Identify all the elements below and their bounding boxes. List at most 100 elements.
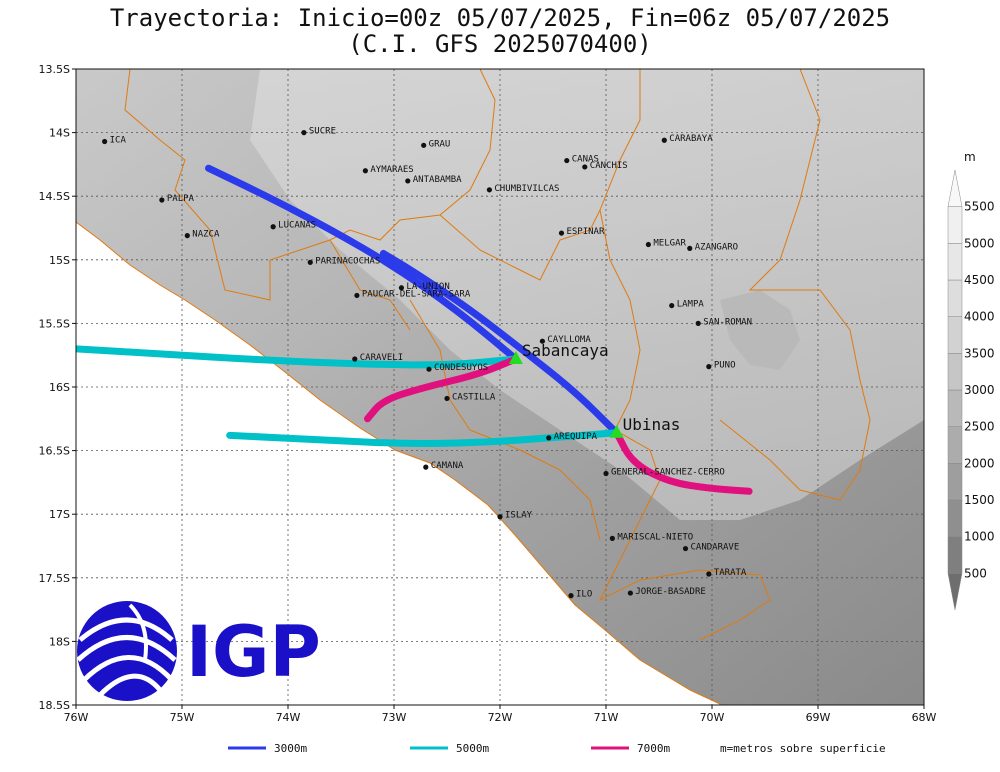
trajectory-sabancaya-7000m bbox=[364, 355, 520, 423]
place-label: CAYLLOMA bbox=[547, 335, 591, 345]
lat-tick-label: 17.5S bbox=[39, 572, 70, 585]
place-marker bbox=[546, 435, 552, 441]
place-label: ICA bbox=[110, 136, 127, 146]
place-label: ILO bbox=[576, 590, 592, 600]
place-label: CANCHIS bbox=[590, 161, 628, 171]
place-marker bbox=[405, 178, 411, 184]
place-marker bbox=[486, 187, 492, 193]
place-marker bbox=[423, 464, 429, 470]
colorbar-label: 3000 bbox=[964, 383, 995, 397]
legend: 3000m 5000m 7000m m=metros sobre superficie bbox=[228, 742, 886, 755]
place-marker bbox=[645, 241, 652, 248]
place-label: AZANGARO bbox=[695, 242, 738, 252]
volcano-triangle-icon bbox=[508, 351, 523, 365]
place-marker bbox=[682, 545, 689, 552]
colorbar: 500 1000 1500 2000 2500 3000 3500 4000 4500 5000 5… bbox=[947, 169, 995, 611]
place-marker bbox=[568, 593, 574, 599]
lat-tick-label: 13.5S bbox=[39, 63, 70, 76]
place-marker bbox=[497, 514, 503, 520]
axis-ticks: 76W 75W 74W 73W 72W 71W 70W 69W 68W 13.5S 14S 14.5S… bbox=[39, 63, 937, 724]
place-marker bbox=[706, 571, 712, 577]
lat-tick-label: 18S bbox=[49, 635, 70, 648]
place-label: ANTABAMBA bbox=[413, 175, 462, 185]
place-label: AREQUIPA bbox=[554, 432, 598, 442]
lon-tick-label: 70W bbox=[700, 711, 725, 724]
place-label: MELGAR bbox=[653, 239, 686, 249]
colorbar-segment bbox=[947, 499, 963, 537]
lon-tick-label: 71W bbox=[594, 711, 619, 724]
map-title-line2: (C.I. GFS 2025070400) bbox=[348, 30, 652, 58]
legend-note: m=metros sobre superficie bbox=[720, 742, 886, 755]
place-label: GENERAL-SANCHEZ-CERRO bbox=[611, 467, 725, 477]
place-marker bbox=[582, 164, 588, 170]
lon-tick-label: 74W bbox=[276, 711, 301, 724]
place-label: PARINACOCHAS bbox=[315, 256, 380, 266]
lake bbox=[720, 290, 800, 370]
colorbar-label: 1500 bbox=[964, 493, 995, 507]
place-marker bbox=[706, 364, 712, 370]
coastline bbox=[76, 221, 723, 705]
place-label: PAUCAR-DEL-SARA-SARA bbox=[362, 289, 471, 299]
colorbar-segment bbox=[947, 536, 963, 574]
place-marker bbox=[669, 302, 675, 309]
place-marker bbox=[444, 395, 450, 402]
volcano-label: Ubinas bbox=[623, 415, 681, 434]
place-marker bbox=[354, 292, 360, 299]
colorbar-segment bbox=[947, 206, 963, 244]
place-label: CHUMBIVILCAS bbox=[494, 184, 559, 194]
place-marker bbox=[270, 224, 276, 230]
trajectory-ubinas-3000m bbox=[379, 249, 621, 437]
place-marker bbox=[421, 142, 427, 148]
place-label: ISLAY bbox=[505, 511, 533, 521]
colorbar-segment bbox=[947, 463, 963, 501]
place-marker bbox=[426, 366, 432, 372]
colorbar-label: 5500 bbox=[964, 200, 995, 214]
colorbar-segment bbox=[947, 316, 963, 354]
trajectory-sabancaya-3000m bbox=[205, 164, 520, 363]
place-label: ESPINAR bbox=[566, 227, 605, 237]
lat-tick-label: 14.5S bbox=[39, 190, 70, 203]
lat-tick-label: 18.5S bbox=[39, 699, 70, 712]
place-label: SAN-ROMAN bbox=[703, 317, 752, 327]
logo-text: IGP bbox=[186, 611, 321, 693]
lat-tick-label: 15S bbox=[49, 254, 70, 267]
place-label: PALPA bbox=[167, 194, 195, 204]
place-marker bbox=[102, 138, 108, 145]
colorbar-label: 2000 bbox=[964, 456, 995, 470]
place-label: LA-UNION bbox=[406, 282, 449, 292]
place-label: SUCRE bbox=[309, 127, 336, 137]
place-marker bbox=[695, 320, 701, 326]
legend-label: 5000m bbox=[456, 742, 489, 755]
place-marker bbox=[362, 168, 368, 174]
lat-tick-label: 17S bbox=[49, 508, 70, 521]
colorbar-segment bbox=[947, 426, 963, 464]
lat-tick-label: 14S bbox=[49, 127, 70, 140]
grid-lines bbox=[76, 69, 924, 705]
trajectory-ubinas-5000m bbox=[226, 429, 621, 447]
place-marker bbox=[687, 245, 693, 251]
colorbar-label: 5000 bbox=[964, 236, 995, 250]
place-label: LAMPA bbox=[677, 300, 705, 310]
place-marker bbox=[609, 535, 615, 541]
igp-logo: IGP bbox=[76, 601, 321, 701]
lon-tick-label: 69W bbox=[806, 711, 831, 724]
colorbar-segment bbox=[947, 389, 963, 427]
lon-tick-label: 68W bbox=[912, 711, 937, 724]
place-label: CANAS bbox=[572, 155, 599, 165]
colorbar-label: 500 bbox=[964, 566, 987, 580]
place-marker bbox=[539, 338, 546, 344]
trajectory-sabancaya-5000m bbox=[76, 345, 520, 369]
place-marker bbox=[564, 157, 570, 164]
colorbar-segment bbox=[947, 353, 963, 391]
lon-tick-label: 76W bbox=[64, 711, 89, 724]
highland-area bbox=[250, 69, 924, 520]
place-marker bbox=[603, 470, 609, 477]
lat-tick-label: 16S bbox=[49, 381, 70, 394]
trajectories bbox=[76, 164, 753, 495]
region-boundaries bbox=[124, 69, 871, 641]
colorbar-label: 4000 bbox=[964, 310, 995, 324]
place-marker bbox=[184, 233, 190, 239]
colorbar-label: 4500 bbox=[964, 273, 995, 287]
